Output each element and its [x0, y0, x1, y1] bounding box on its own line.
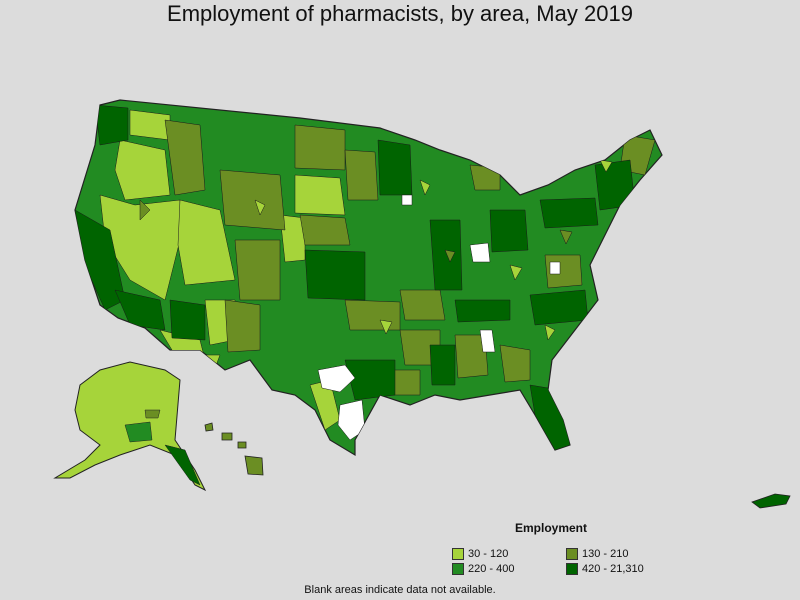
region-nebraska — [299, 214, 351, 246]
region-southern-california — [114, 289, 166, 331]
legend-item-30-120: 30 - 120 — [452, 547, 508, 561]
contiguous-us — [74, 99, 663, 457]
region-colorado-west — [234, 239, 281, 301]
region-minnesota-west — [344, 149, 379, 201]
region-new-mexico-south — [224, 299, 261, 353]
blank-area-indiana — [469, 242, 491, 263]
alaska — [53, 361, 207, 492]
legend-swatch — [566, 548, 578, 560]
blank-area-wisconsin — [401, 194, 413, 206]
blank-area-virginia — [549, 261, 561, 275]
region-oklahoma — [344, 299, 401, 331]
legend-swatch — [452, 548, 464, 560]
legend-item-130-210: 130 - 210 — [566, 547, 628, 561]
hawaii — [204, 422, 264, 476]
region-idaho — [164, 119, 206, 196]
region-ohio — [489, 209, 529, 253]
legend-swatch — [452, 563, 464, 575]
region-carolinas — [529, 289, 589, 326]
region-pennsylvania — [539, 197, 599, 229]
map-title: Employment of pharmacists, by area, May … — [167, 1, 633, 26]
region-texas-east — [344, 359, 396, 401]
footnote: Blank areas indicate data not available. — [304, 584, 496, 596]
region-illinois — [429, 219, 463, 291]
legend-item-420-21310: 420 - 21,310 — [566, 562, 644, 576]
region-minnesota-east — [377, 139, 413, 196]
region-kansas — [304, 249, 366, 301]
region-wyoming — [219, 169, 286, 231]
legend-item-220-400: 220 - 400 — [452, 562, 514, 576]
legend-label: 30 - 120 — [468, 548, 509, 560]
legend-label: 220 - 400 — [468, 563, 515, 575]
region-missouri-south — [399, 289, 446, 321]
legend-label: 420 - 21,310 — [582, 563, 644, 575]
legend-label: 130 - 210 — [582, 548, 629, 560]
region-washington-east — [129, 109, 171, 141]
blank-area-alabama — [479, 329, 496, 353]
puerto-rico — [751, 493, 791, 509]
region-alabama — [454, 334, 489, 379]
region-south-dakota — [294, 174, 346, 216]
blank-area-west-texas — [317, 364, 356, 393]
legend-swatch — [566, 563, 578, 575]
region-tennessee — [454, 299, 511, 323]
region-georgia-south — [499, 344, 531, 383]
region-michigan-north — [469, 164, 501, 191]
region-mississippi — [429, 344, 456, 386]
region-montana-east — [294, 124, 346, 171]
region-oregon-east — [114, 139, 171, 201]
region-washington-west — [94, 104, 129, 146]
region-northeast — [594, 159, 636, 211]
legend-title: Employment — [515, 521, 588, 535]
region-utah — [177, 199, 236, 286]
region-arizona-central — [169, 299, 206, 341]
region-colorado-east — [279, 214, 306, 263]
blank-area-south-texas — [337, 399, 366, 441]
